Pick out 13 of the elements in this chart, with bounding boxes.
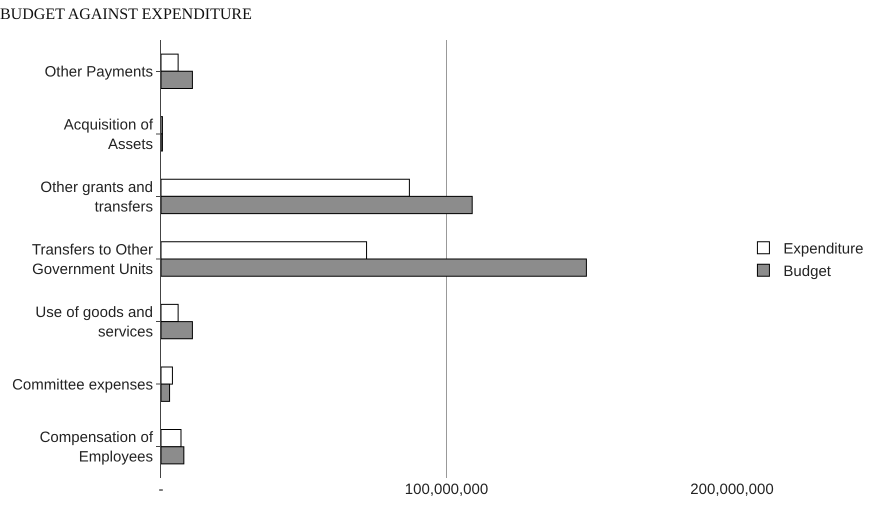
y-tick-label: Committee expenses bbox=[12, 376, 153, 394]
y-tick-label: Use of goods and services bbox=[35, 304, 153, 341]
x-tick-label: - bbox=[158, 481, 164, 498]
x-tick-label: 200,000,000 bbox=[690, 481, 774, 498]
x-tick-label: 100,000,000 bbox=[404, 481, 488, 498]
y-tick-label: Transfers to Other Government Units bbox=[32, 242, 153, 278]
y-tick-label: Compensation of Employees bbox=[40, 429, 154, 466]
y-tick-label: Other grants and transfers bbox=[40, 178, 153, 216]
chart-title: BUDGET AGAINST EXPENDITURE bbox=[0, 6, 252, 24]
y-tick-label: Other Payments bbox=[44, 64, 153, 81]
y-tick-label: Acquisition of Assets bbox=[64, 116, 154, 153]
legend-label: Expenditure bbox=[783, 240, 864, 258]
legend-label: Budget bbox=[783, 263, 832, 280]
